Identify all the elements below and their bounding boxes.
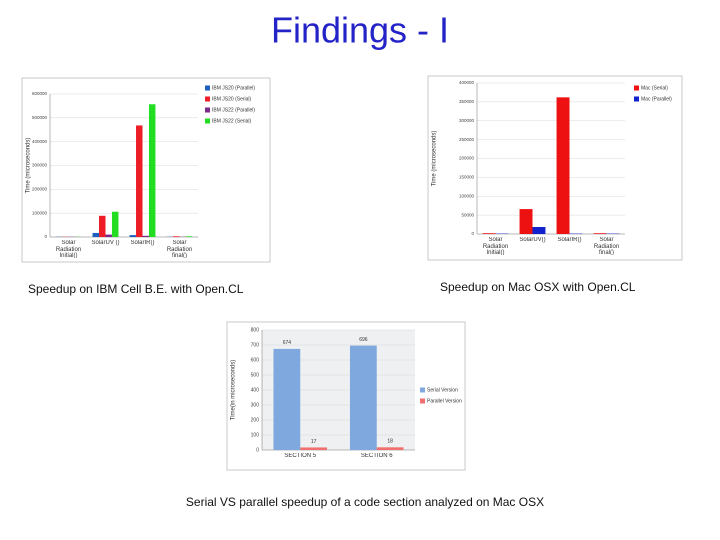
bar [376, 447, 404, 450]
y-tick-label: 500000 [32, 115, 48, 120]
bar [185, 236, 193, 237]
data-label: 18 [387, 439, 393, 445]
legend-label: Serial Version [427, 387, 458, 393]
x-tick-label-box: SolarUV () [91, 240, 120, 246]
bar [129, 235, 137, 237]
y-tick-label: 200000 [32, 187, 48, 192]
legend-label: IBM JS22 (Parallel) [212, 107, 255, 113]
y-tick-label: 300000 [459, 118, 475, 123]
legend-label: IBM JS20 (Serial) [212, 96, 252, 102]
y-tick-label: 600 [251, 357, 260, 363]
x-tick-label: SolarIR() [130, 240, 155, 246]
y-tick-label: 700 [251, 342, 260, 348]
x-tick-label: SolarUV() [519, 237, 546, 243]
x-tick-label-box: Solar Radiation Initial() [482, 237, 509, 255]
bar [99, 215, 106, 237]
bar [136, 125, 143, 237]
y-tick-label: 250000 [459, 137, 475, 142]
caption: Speedup on IBM Cell B.E. with Open.CL [28, 282, 244, 296]
y-tick-label: 300 [251, 402, 260, 408]
data-label: 696 [359, 337, 368, 343]
legend-swatch [205, 85, 210, 91]
bar [142, 235, 149, 237]
bar [532, 227, 546, 234]
y-tick-label: 400000 [459, 80, 475, 85]
y-tick-label: 600000 [32, 91, 48, 96]
y-tick-label: 0 [256, 447, 259, 453]
x-tick-label-box: Solar Radiation final() [593, 237, 620, 255]
caption: Serial VS parallel speedup of a code sec… [186, 495, 544, 509]
legend-label: Parallel Version [427, 398, 462, 404]
bar [593, 233, 607, 234]
y-tick-label: 500 [251, 372, 260, 378]
bar [273, 348, 301, 450]
x-tick-label-box: SECTION 6 [360, 453, 393, 459]
legend-swatch [634, 85, 639, 91]
x-tick-label-box: SECTION 5 [284, 453, 317, 459]
y-tick-label: 50000 [461, 212, 474, 217]
legend-label: Mac (Parallel) [641, 96, 672, 102]
legend-label: Mac (Serial) [641, 85, 668, 91]
y-tick-label: 0 [44, 234, 47, 239]
x-tick-label-box: Solar Radiation final() [166, 240, 193, 258]
x-tick-label: SECTION 5 [284, 453, 317, 459]
legend-swatch [420, 398, 425, 404]
legend-label: IBM JS22 (Serial) [212, 118, 252, 124]
x-tick-label: Solar Radiation Initial() [55, 240, 82, 258]
y-axis-title: Time (microseconds) [26, 138, 32, 194]
x-tick-label-box: SolarIR() [557, 237, 582, 243]
data-label: 17 [311, 439, 317, 445]
y-tick-label: 400 [251, 387, 260, 393]
legend-label: IBM JS20 (Parallel) [212, 85, 255, 91]
y-tick-label: 100000 [32, 210, 48, 215]
bar [519, 209, 533, 234]
y-tick-label: 100000 [459, 193, 475, 198]
bar [349, 345, 377, 450]
legend-swatch [205, 118, 210, 124]
y-tick-label: 0 [471, 231, 474, 236]
bar [92, 232, 100, 237]
y-tick-label: 150000 [459, 175, 475, 180]
x-tick-label: Solar Radiation final() [593, 237, 620, 255]
x-tick-label-box: Solar Radiation Initial() [55, 240, 82, 258]
y-tick-label: 350000 [459, 99, 475, 104]
y-tick-label: 800 [251, 327, 260, 333]
legend-swatch [205, 96, 210, 102]
y-tick-label: 400000 [32, 139, 48, 144]
bar [105, 234, 112, 237]
slide-title: Findings - I [271, 10, 449, 51]
x-tick-label-box: SolarIR() [130, 240, 155, 246]
legend-swatch [634, 96, 639, 102]
bar [111, 211, 119, 237]
y-tick-label: 200000 [459, 156, 475, 161]
legend-swatch [205, 107, 210, 113]
x-tick-label-box: SolarUV() [519, 237, 546, 243]
caption: Speedup on Mac OSX with Open.CL [440, 280, 636, 294]
bar [300, 447, 328, 450]
y-axis-title: Time (microseconds) [432, 131, 438, 187]
x-tick-label: SolarIR() [557, 237, 582, 243]
bar [482, 233, 496, 234]
bar [148, 104, 156, 237]
legend-swatch [420, 387, 425, 393]
bar [556, 97, 570, 234]
y-tick-label: 200 [251, 417, 260, 423]
x-tick-label: SECTION 6 [360, 453, 393, 459]
x-tick-label: SolarUV () [91, 240, 120, 246]
x-tick-label: Solar Radiation final() [166, 240, 193, 258]
bar [173, 236, 180, 237]
y-tick-label: 300000 [32, 163, 48, 168]
data-label: 674 [283, 340, 292, 346]
y-axis-title: Time(in microseconds) [231, 360, 237, 420]
x-tick-label: Solar Radiation Initial() [482, 237, 509, 255]
y-tick-label: 100 [251, 432, 260, 438]
